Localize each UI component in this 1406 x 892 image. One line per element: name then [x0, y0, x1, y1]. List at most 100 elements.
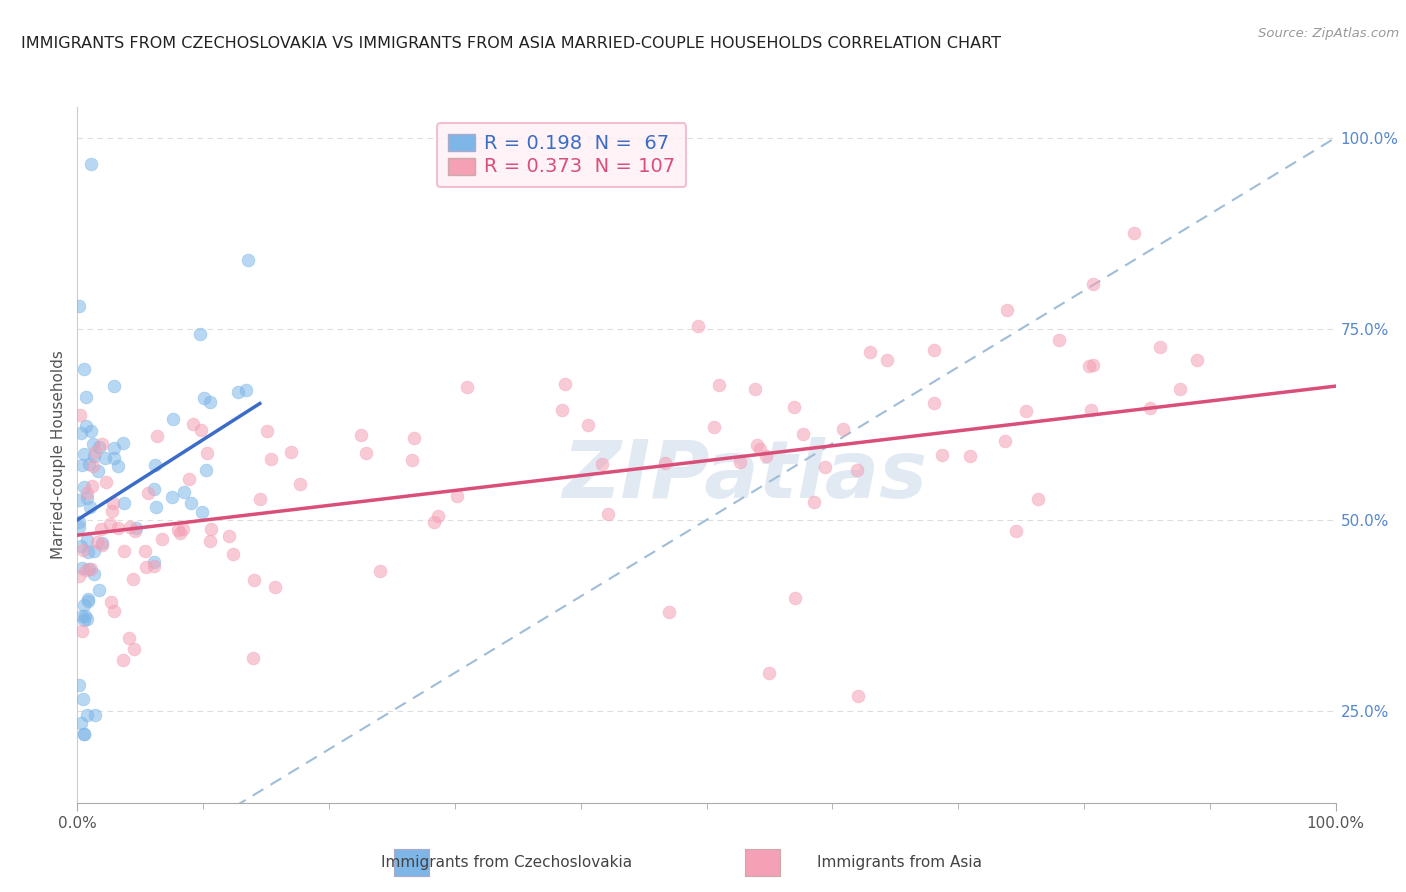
- Point: [100, 517, 122, 532]
- Point: [70, 539, 93, 553]
- Point: [814, 460, 837, 475]
- Point: [236, 253, 259, 268]
- Point: [256, 424, 278, 438]
- Point: [112, 496, 135, 510]
- Point: [124, 642, 146, 657]
- Legend: R = 0.198  N =  67, R = 0.373  N = 107: R = 0.198 N = 67, R = 0.373 N = 107: [437, 123, 686, 187]
- Point: [446, 489, 468, 503]
- Point: [77, 562, 100, 576]
- Point: [145, 458, 167, 472]
- Point: [72, 727, 94, 741]
- Point: [150, 532, 173, 546]
- Point: [596, 507, 619, 521]
- Point: [76, 491, 98, 505]
- Point: [76, 545, 98, 559]
- Point: [290, 477, 312, 491]
- Point: [67, 492, 90, 507]
- Point: [143, 559, 166, 574]
- Point: [72, 727, 94, 741]
- Point: [67, 568, 90, 582]
- Point: [84, 707, 107, 722]
- Point: [658, 605, 681, 619]
- Point: [876, 352, 898, 367]
- Point: [162, 412, 184, 426]
- Point: [188, 327, 211, 342]
- Point: [703, 420, 725, 434]
- Point: [350, 428, 373, 442]
- Point: [1078, 359, 1101, 373]
- Point: [181, 417, 204, 431]
- Point: [76, 533, 98, 548]
- Point: [846, 463, 869, 477]
- Point: [792, 426, 814, 441]
- Point: [1139, 401, 1161, 415]
- Point: [70, 608, 93, 623]
- Point: [103, 604, 125, 618]
- Point: [922, 396, 945, 410]
- Point: [73, 361, 96, 376]
- Point: [654, 456, 676, 470]
- Point: [138, 486, 160, 500]
- Point: [72, 458, 94, 472]
- Point: [94, 451, 117, 466]
- Point: [73, 599, 96, 613]
- Point: [75, 390, 97, 404]
- Point: [994, 434, 1017, 448]
- Point: [67, 678, 90, 692]
- Point: [76, 612, 98, 626]
- Point: [747, 438, 769, 452]
- Point: [190, 424, 212, 438]
- Point: [195, 446, 218, 460]
- Point: [67, 516, 90, 530]
- Point: [173, 484, 195, 499]
- Point: [167, 524, 190, 538]
- Point: [1123, 226, 1146, 240]
- Point: [194, 462, 217, 476]
- Point: [803, 495, 825, 509]
- Point: [80, 424, 103, 438]
- Point: [76, 707, 98, 722]
- Point: [191, 505, 214, 519]
- Point: [368, 564, 391, 578]
- Point: [70, 624, 93, 638]
- Point: [86, 534, 108, 549]
- Point: [145, 500, 167, 514]
- Point: [402, 431, 425, 445]
- Point: [550, 402, 572, 417]
- Point: [180, 496, 202, 510]
- Text: IMMIGRANTS FROM CZECHOSLOVAKIA VS IMMIGRANTS FROM ASIA MARRIED-COUPLE HOUSEHOLDS: IMMIGRANTS FROM CZECHOSLOVAKIA VS IMMIGR…: [21, 36, 1001, 51]
- Point: [758, 665, 780, 680]
- Point: [111, 653, 134, 667]
- Point: [122, 572, 145, 586]
- Point: [142, 555, 165, 569]
- Point: [707, 378, 730, 392]
- Point: [401, 453, 423, 467]
- Point: [83, 449, 105, 463]
- Point: [259, 451, 281, 466]
- Point: [107, 458, 129, 473]
- Point: [730, 455, 752, 469]
- Point: [70, 561, 93, 575]
- Point: [80, 157, 103, 171]
- Point: [924, 343, 946, 357]
- Point: [218, 528, 240, 542]
- Point: [143, 482, 166, 496]
- Point: [90, 538, 112, 552]
- Point: [103, 451, 125, 466]
- Point: [75, 418, 97, 433]
- Y-axis label: Married-couple Households: Married-couple Households: [51, 351, 66, 559]
- Point: [89, 582, 111, 597]
- Point: [1005, 524, 1028, 539]
- Point: [1081, 358, 1104, 372]
- Point: [76, 592, 98, 607]
- Point: [135, 559, 157, 574]
- Point: [1081, 277, 1104, 291]
- Point: [134, 544, 156, 558]
- Point: [103, 379, 125, 393]
- Point: [103, 496, 125, 510]
- Point: [75, 563, 97, 577]
- Point: [72, 543, 94, 558]
- Point: [76, 594, 98, 608]
- Point: [125, 520, 148, 534]
- Point: [79, 500, 101, 514]
